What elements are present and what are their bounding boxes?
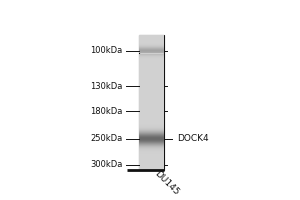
Text: DU145: DU145 [153,169,181,196]
Text: 180kDa: 180kDa [90,107,122,116]
Text: 250kDa: 250kDa [90,134,122,143]
Text: 100kDa: 100kDa [90,46,122,55]
Text: DOCK4: DOCK4 [177,134,208,143]
Bar [139,35,164,170]
Text: 130kDa: 130kDa [90,82,122,91]
Text: 300kDa: 300kDa [90,160,122,169]
